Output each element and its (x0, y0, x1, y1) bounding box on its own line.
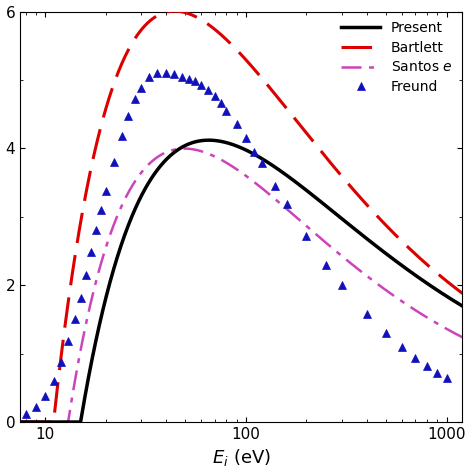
Line: Santos $e$: Santos $e$ (20, 148, 469, 422)
Freund (83, 272, 89, 278)
Freund (243, 135, 249, 141)
Line: Bartlett: Bartlett (20, 11, 469, 422)
Bartlett (326, 158, 332, 164)
Freund (33, 404, 39, 410)
Freund (218, 100, 224, 106)
Present (199, 138, 205, 144)
Santos $e$ (326, 243, 332, 248)
Present (466, 307, 472, 313)
Freund (23, 411, 28, 417)
Santos $e$ (63, 419, 69, 425)
Freund (259, 161, 264, 166)
Freund (51, 378, 56, 384)
Freund (78, 295, 83, 301)
Freund (65, 338, 71, 344)
Santos $e$ (182, 146, 187, 151)
Bartlett (216, 29, 221, 35)
Freund (435, 370, 440, 375)
Freund (234, 122, 239, 128)
Freund (126, 113, 131, 118)
Santos $e$ (200, 149, 205, 155)
Freund (273, 183, 278, 189)
Santos $e$ (216, 155, 221, 161)
Present (326, 206, 332, 211)
Legend: Present, Bartlett, Santos $e$, Freund: Present, Bartlett, Santos $e$, Freund (336, 16, 458, 100)
Freund (192, 79, 198, 84)
Freund (58, 359, 64, 365)
Freund (138, 85, 144, 91)
Freund (199, 82, 204, 88)
Freund (179, 73, 185, 79)
Freund (103, 188, 109, 194)
Freund (212, 93, 218, 99)
Present (368, 239, 374, 245)
Freund (93, 228, 99, 233)
Freund (186, 76, 192, 82)
Freund (251, 149, 257, 155)
Freund (284, 201, 290, 207)
Freund (206, 87, 211, 93)
Present (18, 419, 23, 425)
Santos $e$ (368, 276, 374, 282)
Freund (172, 72, 177, 77)
Present (63, 419, 69, 425)
Freund (154, 70, 160, 76)
Freund (163, 70, 169, 76)
Freund (132, 96, 138, 102)
Santos $e$ (376, 282, 382, 288)
Line: Freund: Freund (22, 69, 451, 418)
Present (376, 246, 382, 251)
Freund (98, 207, 104, 213)
X-axis label: $E_i$ (eV): $E_i$ (eV) (212, 447, 271, 468)
Freund (89, 249, 94, 255)
Freund (118, 133, 124, 139)
Bartlett (63, 315, 69, 321)
Bartlett (466, 296, 472, 301)
Freund (383, 330, 389, 336)
Bartlett (172, 8, 177, 14)
Bartlett (200, 18, 205, 23)
Santos $e$ (18, 419, 23, 425)
Freund (399, 344, 405, 350)
Freund (412, 355, 418, 361)
Bartlett (376, 215, 382, 221)
Freund (72, 317, 77, 322)
Freund (303, 233, 309, 239)
Freund (224, 108, 229, 114)
Freund (339, 283, 345, 288)
Line: Present: Present (20, 140, 469, 422)
Freund (111, 159, 117, 165)
Freund (444, 375, 449, 381)
Present (216, 138, 221, 144)
Bartlett (368, 207, 374, 212)
Freund (146, 73, 152, 79)
Santos $e$ (466, 338, 472, 344)
Freund (424, 363, 430, 369)
Present (206, 137, 211, 143)
Bartlett (18, 419, 23, 425)
Freund (42, 393, 48, 399)
Freund (323, 262, 328, 267)
Freund (364, 311, 370, 317)
